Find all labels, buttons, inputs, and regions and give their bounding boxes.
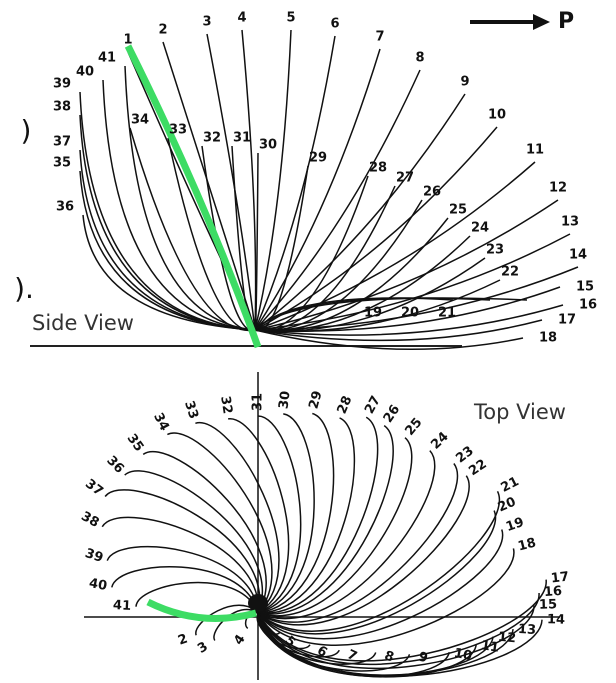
side-wire bbox=[255, 166, 308, 331]
hub bbox=[248, 594, 268, 612]
top-label: 35 bbox=[124, 431, 147, 454]
top-label: 4 bbox=[231, 632, 248, 648]
side-label: 9 bbox=[460, 75, 469, 90]
top-label: 18 bbox=[516, 536, 537, 555]
side-wire bbox=[80, 115, 255, 330]
side-wire bbox=[255, 36, 335, 330]
side-label: 27 bbox=[396, 171, 414, 186]
top-label: 26 bbox=[381, 402, 404, 425]
side-label: 38 bbox=[53, 100, 71, 115]
top-label: 39 bbox=[83, 546, 105, 566]
top-label: 7 bbox=[345, 647, 359, 664]
side-label: 7 bbox=[375, 30, 384, 45]
side-label: 10 bbox=[488, 108, 506, 123]
top-label: 37 bbox=[82, 477, 105, 500]
side-label: 14 bbox=[569, 248, 587, 263]
side-label: 36 bbox=[56, 200, 74, 215]
top-label: 38 bbox=[78, 509, 101, 531]
top-label: 27 bbox=[362, 393, 384, 416]
top-label: 24 bbox=[428, 429, 451, 452]
figure: P ) ). Side View Top View 12345678910111… bbox=[0, 0, 616, 683]
top-label: 14 bbox=[547, 612, 565, 627]
top-label: 30 bbox=[276, 390, 293, 410]
side-label: 21 bbox=[438, 306, 456, 321]
top-label: 21 bbox=[499, 474, 522, 496]
top-label: 32 bbox=[217, 395, 235, 415]
side-label: 16 bbox=[579, 298, 597, 313]
side-label: 18 bbox=[539, 331, 557, 346]
side-label: 15 bbox=[576, 280, 594, 295]
top-wire bbox=[258, 476, 469, 625]
top-wire bbox=[258, 426, 393, 615]
force-label: P bbox=[558, 9, 574, 34]
top-label: 36 bbox=[103, 453, 126, 476]
side-label: 12 bbox=[549, 181, 567, 196]
top-label: 25 bbox=[402, 415, 425, 439]
top-label: 40 bbox=[88, 576, 108, 594]
top-view-caption: Top View bbox=[473, 400, 566, 424]
side-label: 40 bbox=[76, 65, 94, 80]
side-label: 20 bbox=[401, 306, 419, 321]
top-wire bbox=[167, 433, 272, 613]
top-label: 34 bbox=[150, 411, 172, 434]
side-label: 35 bbox=[53, 156, 71, 171]
side-label: 37 bbox=[53, 135, 71, 150]
side-label: 30 bbox=[259, 138, 277, 153]
top-label: 41 bbox=[113, 598, 132, 614]
top-label: 2 bbox=[176, 631, 190, 648]
side-wire bbox=[207, 34, 255, 330]
arrow-head bbox=[533, 14, 550, 30]
top-wire bbox=[258, 418, 354, 613]
side-view-caption: Side View bbox=[32, 311, 134, 335]
side-label: 26 bbox=[423, 185, 441, 200]
side-label: 6 bbox=[330, 17, 339, 32]
top-label: 19 bbox=[504, 515, 526, 535]
side-label: 28 bbox=[369, 161, 387, 176]
panel-mark: ) bbox=[21, 114, 32, 147]
top-label: 33 bbox=[181, 399, 201, 421]
top-label: 28 bbox=[335, 394, 356, 416]
side-label: 4 bbox=[237, 11, 246, 26]
side-label: 5 bbox=[286, 11, 295, 26]
side-label: 29 bbox=[309, 151, 327, 166]
side-label: 32 bbox=[203, 131, 221, 146]
top-label: 12 bbox=[497, 630, 516, 647]
side-label: 2 bbox=[158, 23, 167, 38]
side-label: 19 bbox=[364, 306, 382, 321]
side-label: 25 bbox=[449, 203, 467, 218]
top-label: 10 bbox=[453, 646, 474, 664]
side-label: 34 bbox=[131, 113, 149, 128]
side-label: 31 bbox=[233, 131, 251, 146]
top-label: 17 bbox=[550, 570, 570, 587]
side-label: 22 bbox=[501, 265, 519, 280]
side-label: 17 bbox=[558, 313, 576, 328]
side-label: 3 bbox=[202, 15, 211, 30]
top-label: 13 bbox=[518, 622, 537, 638]
side-label: 39 bbox=[53, 77, 71, 92]
top-label: 3 bbox=[195, 639, 211, 657]
wire-group bbox=[80, 30, 578, 677]
panel-mark: ). bbox=[14, 272, 34, 305]
side-label: 23 bbox=[486, 243, 504, 258]
side-label: 11 bbox=[526, 143, 544, 158]
side-wire bbox=[163, 42, 255, 330]
side-label: 24 bbox=[471, 221, 489, 236]
top-label: 31 bbox=[251, 393, 266, 411]
top-label: 29 bbox=[306, 389, 325, 410]
side-label: 1 bbox=[123, 33, 132, 48]
side-label: 8 bbox=[415, 51, 424, 66]
side-label: 41 bbox=[98, 51, 116, 66]
top-wire bbox=[258, 451, 435, 619]
top-wire bbox=[258, 438, 412, 616]
side-label: 33 bbox=[169, 123, 187, 138]
side-label: 13 bbox=[561, 215, 579, 230]
